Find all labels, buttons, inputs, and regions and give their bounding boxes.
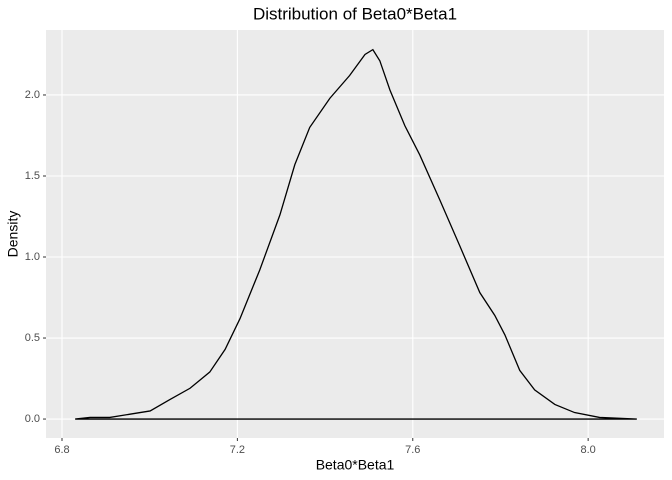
x-tick-label: 6.8 [54,444,69,456]
chart-title: Distribution of Beta0*Beta1 [253,4,457,23]
x-axis-title: Beta0*Beta1 [316,457,395,473]
y-axis-title: Density [5,211,21,258]
y-tick-label: 2.0 [25,89,40,101]
y-tick-label: 1.5 [25,170,40,182]
x-tick-label: 7.6 [405,444,420,456]
panel [46,30,664,438]
density-curve [75,48,637,420]
x-tick-label: 8.0 [580,444,595,456]
y-tick-label: 1.0 [25,251,40,263]
y-tick-label: 0.0 [25,413,40,425]
x-tick-label: 7.2 [230,444,245,456]
y-tick-label: 0.5 [25,332,40,344]
